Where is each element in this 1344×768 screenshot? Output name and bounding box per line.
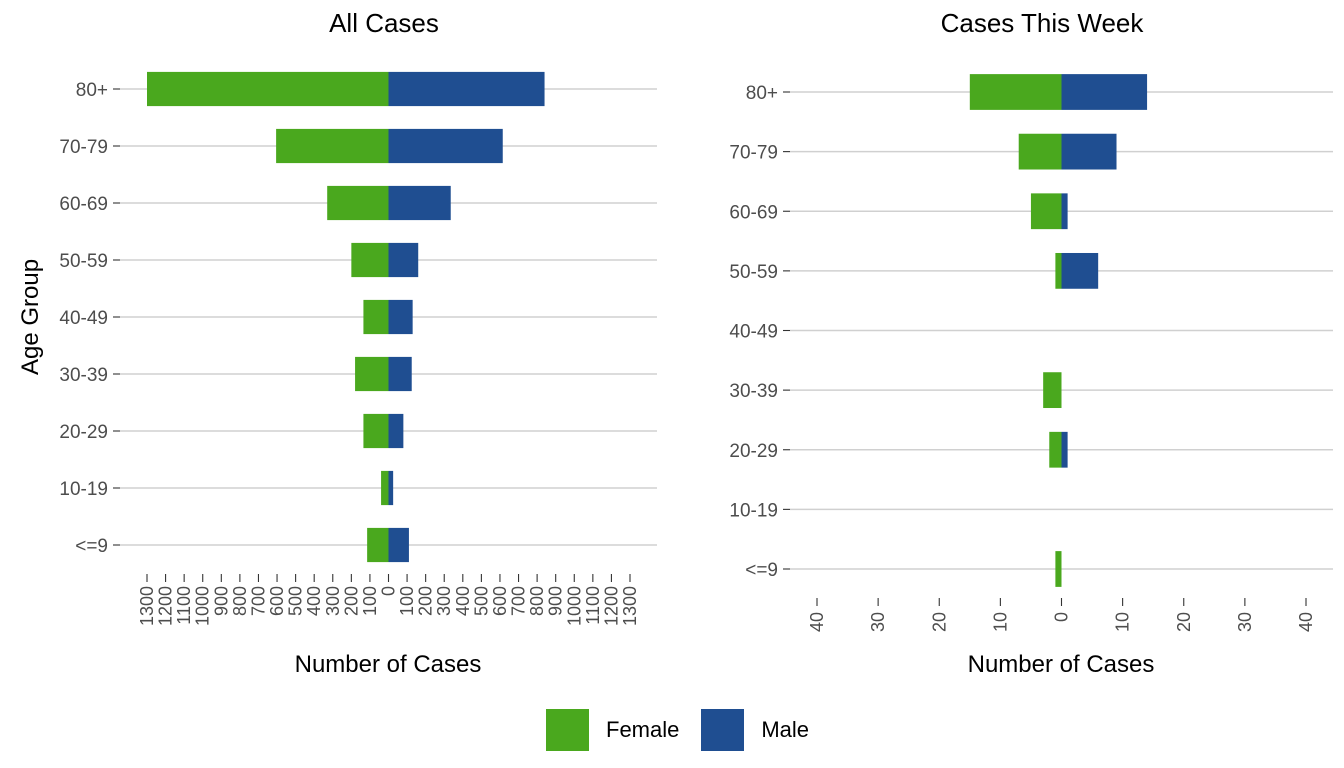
- panel1-x-tick-label: 100: [360, 586, 380, 616]
- panel1-bar-female-60-69: [327, 185, 389, 221]
- panel2-bar-male-50-59: [1061, 252, 1099, 289]
- panel1-bar-female-50-59: [351, 242, 389, 278]
- panel1-y-axis-title: Age Group: [17, 259, 44, 375]
- panel1-x-tick-label: 1200: [156, 586, 176, 626]
- panel1-category-label-50-59: 50-59: [59, 251, 108, 272]
- panel2-x-tick-label: 20: [1174, 612, 1194, 632]
- chart-area: All Cases <=9 10-19 20-29 30-39 40-49 50-59 60-…: [17, 8, 1333, 678]
- panel2-category-label-80: 80+: [746, 83, 778, 104]
- legend-label-female: Female: [606, 717, 680, 742]
- panel2-bar-male-80: [1061, 74, 1148, 110]
- panel1-x-tick-label: 300: [323, 586, 343, 616]
- panel2-bar-male-60-69: [1061, 193, 1068, 230]
- panel1-x-tick-label: 400: [453, 586, 473, 616]
- panel1-category-label-40-49: 40-49: [59, 308, 108, 329]
- panel1-bar-male-20-29: [388, 413, 404, 449]
- panel2-x-tick-label: 10: [1113, 612, 1133, 632]
- panel1-x-tick-label: 100: [397, 586, 417, 616]
- panel2-x-tick-label: 10: [990, 612, 1010, 632]
- panel1-x-tick-label: 1000: [193, 586, 213, 626]
- panel1-x-tick-label: 200: [341, 586, 361, 616]
- panel1-bar-male-30-39: [388, 356, 412, 392]
- panel2-x-tick-label: 40: [807, 612, 827, 632]
- panel1-x-tick-label: 900: [211, 586, 231, 616]
- panel1-bar-female-20-29: [363, 413, 389, 449]
- panel1-x-tick-label: 900: [546, 586, 566, 616]
- panel1-bar-female-70-79: [276, 128, 389, 164]
- panel2-bar-female-60-69: [1030, 193, 1062, 230]
- panel1-bar-male-40-49: [388, 299, 413, 335]
- legend-swatch-male: [701, 709, 745, 751]
- panel1-bar-male-50-59: [388, 242, 419, 278]
- panel1-bar-male-9: [388, 527, 409, 563]
- panel1-x-tick-label: 600: [490, 586, 510, 616]
- panel2-title: Cases This Week: [941, 8, 1145, 38]
- panel2-category-label-50-59: 50-59: [729, 262, 778, 283]
- panel2-bar-female-50-59: [1055, 252, 1062, 289]
- panel1-bar-female-10-19: [381, 470, 389, 506]
- panel2-category-label-30-39: 30-39: [729, 381, 778, 402]
- panel1-bar-male-10-19: [388, 470, 394, 506]
- panel2-category-label-70-79: 70-79: [729, 143, 778, 164]
- panel1-category-label-10-19: 10-19: [59, 479, 108, 500]
- panel1-x-tick-label: 1200: [601, 586, 621, 626]
- panel1-x-tick-label: 1300: [620, 586, 640, 626]
- panel1-x-tick-label: 500: [471, 586, 491, 616]
- panel1-category-label-9: <=9: [75, 536, 108, 557]
- panel1-x-tick-label: 400: [304, 586, 324, 616]
- panel2-category-label-60-69: 60-69: [729, 202, 778, 223]
- panel1-bar-female-9: [367, 527, 389, 563]
- legend-item-female: Female: [546, 709, 679, 751]
- panel2-category-label-10-19: 10-19: [729, 500, 778, 521]
- panel2-bar-male-20-29: [1061, 431, 1068, 468]
- panel1-x-tick-label: 1000: [564, 586, 584, 626]
- panel2-bar-female-80: [969, 74, 1062, 110]
- panel2-x-tick-label: 30: [1235, 612, 1255, 632]
- panel1-x-tick-label: 800: [527, 586, 547, 616]
- panel1-x-tick-label: 300: [434, 586, 454, 616]
- panel1-x-tick-label: 200: [416, 586, 436, 616]
- panel1-bar-male-80: [388, 71, 545, 107]
- panel1-bar-female-40-49: [363, 299, 389, 335]
- panel1-category-label-30-39: 30-39: [59, 365, 108, 386]
- panel2-x-tick-label: 20: [929, 612, 949, 632]
- panel1-category-label-20-29: 20-29: [59, 422, 108, 443]
- panel2-category-label-20-29: 20-29: [729, 441, 778, 462]
- panel2-bar-female-9: [1055, 551, 1062, 587]
- panel1-x-tick-label: 500: [286, 586, 306, 616]
- panel2-bar-female-20-29: [1049, 431, 1062, 468]
- panel1-category-label-80: 80+: [76, 80, 108, 101]
- panel2-bar-female-30-39: [1043, 372, 1062, 409]
- panel1-x-tick-label: 1100: [174, 586, 194, 625]
- panel1-bar-male-70-79: [388, 128, 503, 164]
- panel1-x-tick-label: 0: [379, 586, 399, 596]
- panel1-bar-female-30-39: [355, 356, 389, 392]
- panel1-category-label-70-79: 70-79: [59, 137, 108, 158]
- panel2-x-axis-title: Number of Cases: [968, 651, 1155, 678]
- legend: Female Male: [546, 709, 831, 751]
- panel1-x-axis-title: Number of Cases: [295, 651, 482, 678]
- panel2-category-label-40-49: 40-49: [729, 322, 778, 343]
- legend-label-male: Male: [761, 717, 810, 742]
- panel1-bar-female-80: [147, 71, 389, 107]
- panel1-x-tick-label: 800: [230, 586, 250, 616]
- panel2-x-tick-label: 40: [1296, 612, 1316, 632]
- panel1-category-label-60-69: 60-69: [59, 194, 108, 215]
- panel1-bar-male-60-69: [388, 185, 451, 221]
- panel1-title: All Cases: [329, 8, 439, 38]
- panel1-x-tick-label: 1300: [137, 586, 157, 626]
- panel2-bar-female-70-79: [1018, 133, 1062, 170]
- legend-swatch-female: [546, 709, 589, 751]
- panel1-x-tick-label: 600: [267, 586, 287, 616]
- panel2-category-label-9: <=9: [745, 560, 778, 581]
- panel2-bar-male-70-79: [1061, 133, 1117, 170]
- panel1-x-tick-label: 1100: [583, 586, 603, 625]
- panel1-x-tick-label: 700: [248, 586, 268, 616]
- panel1-x-tick-label: 700: [509, 586, 529, 616]
- legend-item-male: Male: [701, 709, 809, 751]
- panel2-x-tick-label: 0: [1052, 612, 1072, 622]
- panel2-x-tick-label: 30: [868, 612, 888, 632]
